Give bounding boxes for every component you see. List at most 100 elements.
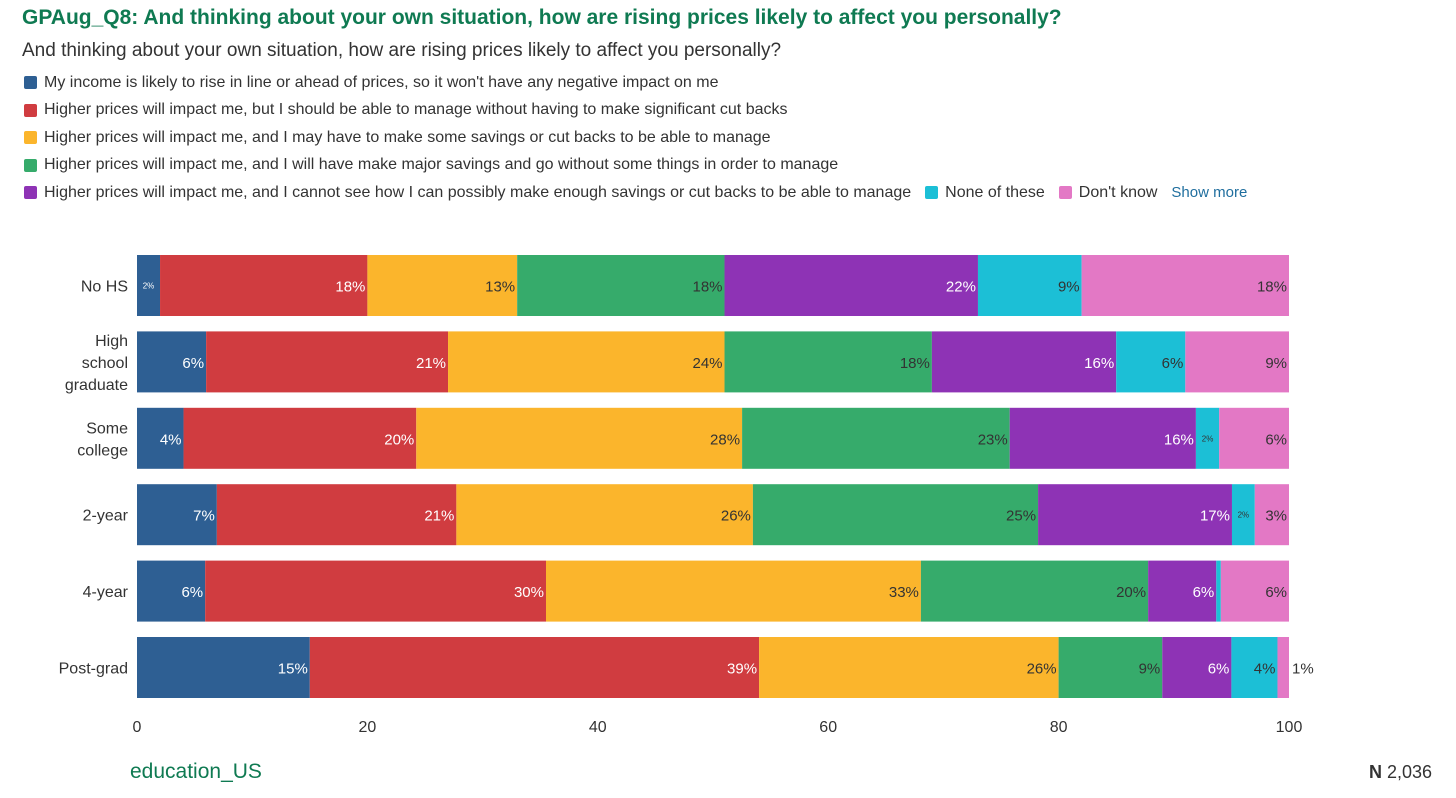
- bar-segment: [752, 484, 1039, 546]
- category-label-line: 2-year: [83, 508, 129, 525]
- data-label: 1%: [1292, 661, 1314, 678]
- sample-size-value: 2,036: [1386, 762, 1432, 782]
- legend-swatch: [1058, 186, 1072, 200]
- legend-label: Higher prices will impact me, and I cann…: [44, 183, 912, 201]
- bar-segment: [1009, 407, 1196, 469]
- data-label: 20%: [384, 431, 414, 448]
- data-label: 39%: [727, 661, 757, 678]
- data-label: 28%: [710, 431, 740, 448]
- data-label: 6%: [182, 355, 204, 372]
- category-label-line: Post-grad: [59, 661, 128, 678]
- x-tick-label: 40: [589, 719, 607, 736]
- data-label: 6%: [1265, 584, 1287, 601]
- data-label: 18%: [335, 279, 365, 296]
- legend-label: Higher prices will impact me, and I may …: [44, 128, 771, 146]
- legend-label: Higher prices will impact me, but I shou…: [44, 101, 788, 119]
- data-label: 21%: [416, 355, 446, 372]
- bar-segment: [137, 331, 207, 393]
- bar-segment: [517, 255, 725, 316]
- bar-segment: [137, 560, 206, 622]
- bar-segment: [1220, 560, 1289, 622]
- bar-segment: [1185, 331, 1289, 393]
- data-label: 9%: [1139, 661, 1161, 678]
- data-label: 33%: [889, 584, 919, 601]
- chart-title: GPAug_Q8: And thinking about your own si…: [22, 6, 1062, 29]
- bar-segment: [1081, 255, 1289, 316]
- data-label: 6%: [1208, 661, 1230, 678]
- legend-swatch: [24, 131, 37, 145]
- data-label: 13%: [485, 279, 515, 296]
- bar-segment: [931, 331, 1117, 393]
- category-label-line: college: [77, 442, 128, 459]
- legend-swatch: [24, 186, 37, 200]
- data-label: 23%: [978, 431, 1008, 448]
- category-label-line: school: [82, 355, 128, 372]
- data-label: 24%: [692, 355, 722, 372]
- bar-segment: [724, 331, 932, 393]
- data-label: 3%: [1265, 508, 1287, 525]
- data-label: 6%: [1162, 355, 1184, 372]
- data-label: 6%: [1265, 431, 1287, 448]
- data-label: 4%: [1254, 661, 1276, 678]
- bar-segment: [742, 407, 1010, 469]
- data-label: 2%: [1202, 434, 1214, 443]
- legend-swatch: [24, 158, 37, 172]
- bar-segment: [1277, 637, 1289, 698]
- legend-swatch: [24, 76, 37, 90]
- bar-segment: [1116, 331, 1186, 393]
- bar-segment: [416, 407, 743, 469]
- legend-item-manage-without-cutbacks[interactable]: Higher prices will impact me, but I shou…: [24, 101, 788, 119]
- bar-segment: [183, 407, 417, 469]
- bar-segment: [160, 255, 368, 316]
- data-label: 2%: [143, 282, 155, 291]
- data-label: 18%: [692, 279, 722, 296]
- category-label: 2-year: [83, 508, 129, 525]
- data-label: 16%: [1164, 431, 1194, 448]
- legend-swatch: [925, 186, 939, 200]
- legend-item-income-rise[interactable]: My income is likely to rise in line or a…: [24, 74, 718, 92]
- bar-segment: [1219, 407, 1289, 469]
- bar-segment: [137, 407, 184, 469]
- bar-segment: [1058, 637, 1163, 698]
- stacked-bar-chart: No HS 2% 18% 13% 18% 22% 9% 18% High school gradua…: [59, 255, 1314, 736]
- data-label: 4%: [160, 431, 182, 448]
- data-label: 9%: [1058, 279, 1080, 296]
- bar-segment: [205, 560, 546, 622]
- sample-size-label: N: [1368, 762, 1382, 782]
- bar-segment: [309, 637, 760, 698]
- legend-label: Higher prices will impact me, and I will…: [44, 156, 839, 174]
- bar-segment: [759, 637, 1059, 698]
- chart-subtitle: And thinking about your own situation, h…: [22, 40, 782, 61]
- data-label: 6%: [181, 584, 203, 601]
- data-label: 15%: [278, 661, 308, 678]
- bar-segment: [456, 484, 753, 546]
- legend-item-cannot-manage[interactable]: Higher prices will impact me, and I cann…: [24, 184, 911, 202]
- legend: My income is likely to rise in line or a…: [24, 69, 1444, 207]
- bar-segment: [1231, 484, 1255, 546]
- bar-segment: [367, 255, 518, 316]
- legend-label: Don't know: [1078, 183, 1158, 201]
- legend-item-dont-know[interactable]: Don't know: [1058, 183, 1158, 202]
- bar-segment: [137, 255, 161, 316]
- data-label: 20%: [1116, 584, 1146, 601]
- category-label: No HS: [81, 279, 128, 296]
- dataset-name: education_US: [130, 760, 262, 783]
- data-label: 18%: [1257, 279, 1287, 296]
- legend-item-some-savings[interactable]: Higher prices will impact me, and I may …: [24, 129, 771, 147]
- bar-segment: [1254, 484, 1289, 546]
- data-label: 16%: [1084, 355, 1114, 372]
- category-label: Post-grad: [59, 661, 128, 678]
- category-label-line: 4-year: [83, 584, 129, 601]
- x-tick-label: 80: [1050, 719, 1068, 736]
- data-label: 21%: [424, 508, 454, 525]
- bar-segment: [137, 637, 310, 698]
- show-more-link[interactable]: Show more: [1171, 184, 1248, 202]
- x-tick-label: 60: [819, 719, 837, 736]
- legend-item-none-of-these[interactable]: None of these: [925, 184, 1045, 202]
- bar-segment: [545, 560, 921, 622]
- category-label-line: graduate: [65, 377, 128, 394]
- data-label: 9%: [1265, 355, 1287, 372]
- category-label: 4-year: [83, 584, 129, 601]
- data-label: 18%: [900, 355, 930, 372]
- legend-item-major-savings[interactable]: Higher prices will impact me, and I will…: [24, 156, 838, 174]
